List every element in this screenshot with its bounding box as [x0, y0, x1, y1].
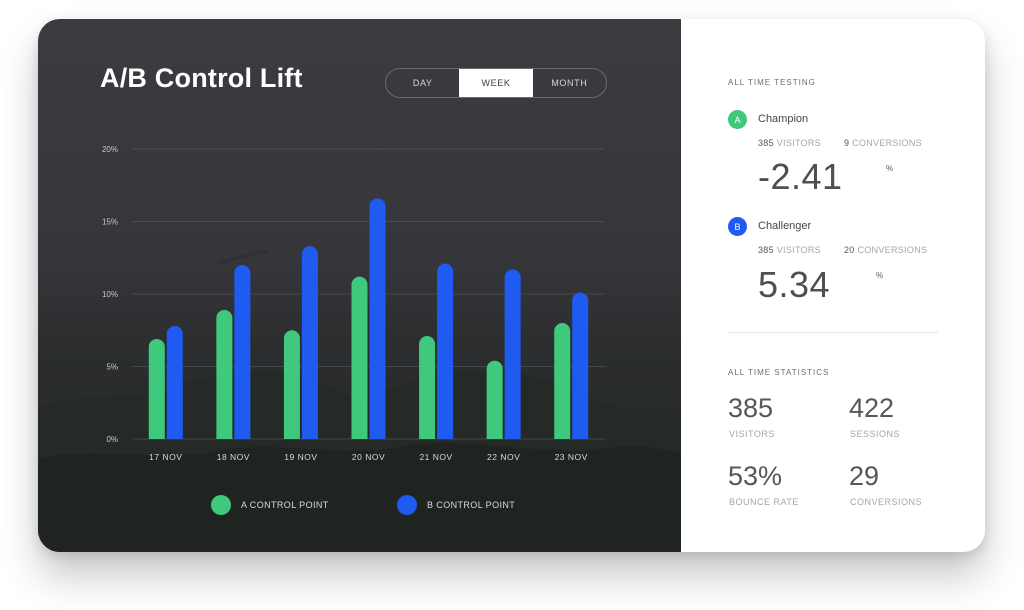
legend-label-a: A CONTROL POINT	[241, 500, 329, 510]
stats-sidebar: ALL TIME TESTING A Champion 385 VISITORS…	[681, 19, 985, 552]
legend-label-b: B CONTROL POINT	[427, 500, 516, 510]
legend-item-b: B CONTROL POINT	[397, 495, 515, 515]
bar-a-21-nov	[419, 336, 436, 439]
bar-chart: 0% 5% 10% 15% 20% 17 NOV 18 NOV 19 NOV 20 NOV 21 …	[102, 145, 605, 462]
x-tick-label: 17 NOV	[149, 452, 182, 462]
y-tick-label: 20%	[102, 145, 118, 154]
stat-bounce-value: 53%	[728, 461, 783, 491]
section-divider	[728, 332, 938, 333]
y-tick-label: 15%	[102, 218, 118, 227]
champion-conversions: 9 CONVERSIONS	[844, 138, 922, 148]
chart-panel: A/B Control Lift DAY WEEK MONTH 0% 5% 10% 1…	[38, 19, 681, 552]
stat-bounce-label: BOUNCE RATE	[729, 497, 799, 507]
testing-section-label: ALL TIME TESTING	[728, 78, 816, 87]
legend-item-a: A CONTROL POINT	[211, 495, 329, 515]
y-tick-label: 10%	[102, 290, 118, 299]
bar-b-20-nov	[369, 198, 386, 439]
y-tick-label: 5%	[106, 363, 118, 372]
challenger-conversions: 20 CONVERSIONS	[844, 245, 928, 255]
x-tick-label: 22 NOV	[487, 452, 520, 462]
challenger-lift-unit: %	[876, 271, 884, 280]
bar-a-23-nov	[554, 323, 571, 439]
range-selector: DAY WEEK MONTH	[385, 68, 607, 98]
bar-b-23-nov	[572, 292, 589, 439]
champion-lift-value: -2.41	[758, 156, 843, 197]
tab-day[interactable]: DAY	[412, 78, 433, 88]
x-tick-label: 18 NOV	[217, 452, 250, 462]
bar-a-22-nov	[486, 360, 503, 439]
x-tick-label: 20 NOV	[352, 452, 385, 462]
champion-badge: A	[728, 110, 747, 129]
bar-b-19-nov	[301, 246, 318, 439]
tab-month[interactable]: MONTH	[551, 78, 588, 88]
x-tick-label: 23 NOV	[555, 452, 588, 462]
dashboard-card: A/B Control Lift DAY WEEK MONTH 0% 5% 10% 1…	[38, 19, 985, 552]
bar-a-18-nov	[216, 309, 233, 439]
bar-b-17-nov	[166, 325, 183, 439]
chart-title: A/B Control Lift	[100, 63, 303, 93]
tab-week[interactable]: WEEK	[459, 69, 533, 97]
stat-sessions-label: SESSIONS	[850, 429, 901, 439]
stat-visitors-value: 385	[728, 393, 774, 423]
challenger-badge: B	[728, 217, 747, 236]
bar-a-20-nov	[351, 276, 368, 439]
challenger-visitors: 385 VISITORS	[758, 245, 821, 255]
champion-name: Champion	[758, 113, 809, 125]
bar-b-22-nov	[504, 269, 521, 439]
y-tick-label: 0%	[106, 435, 118, 444]
champion-visitors: 385 VISITORS	[758, 138, 821, 148]
stat-conversions-label: CONVERSIONS	[850, 497, 923, 507]
bar-a-17-nov	[148, 338, 165, 439]
champion-lift-unit: %	[886, 164, 894, 173]
bar-b-21-nov	[437, 263, 454, 439]
legend-dot-b	[397, 495, 417, 515]
bar-a-19-nov	[283, 330, 300, 439]
x-tick-label: 19 NOV	[284, 452, 317, 462]
bar-b-18-nov	[234, 265, 251, 439]
stat-sessions-value: 422	[849, 393, 895, 423]
stat-visitors-label: VISITORS	[729, 429, 775, 439]
challenger-name: Challenger	[758, 220, 812, 232]
stat-conversions-value: 29	[849, 461, 880, 491]
challenger-lift-value: 5.34	[758, 264, 831, 305]
statistics-section-label: ALL TIME STATISTICS	[728, 368, 830, 377]
legend-dot-a	[211, 495, 231, 515]
x-tick-label: 21 NOV	[419, 452, 452, 462]
